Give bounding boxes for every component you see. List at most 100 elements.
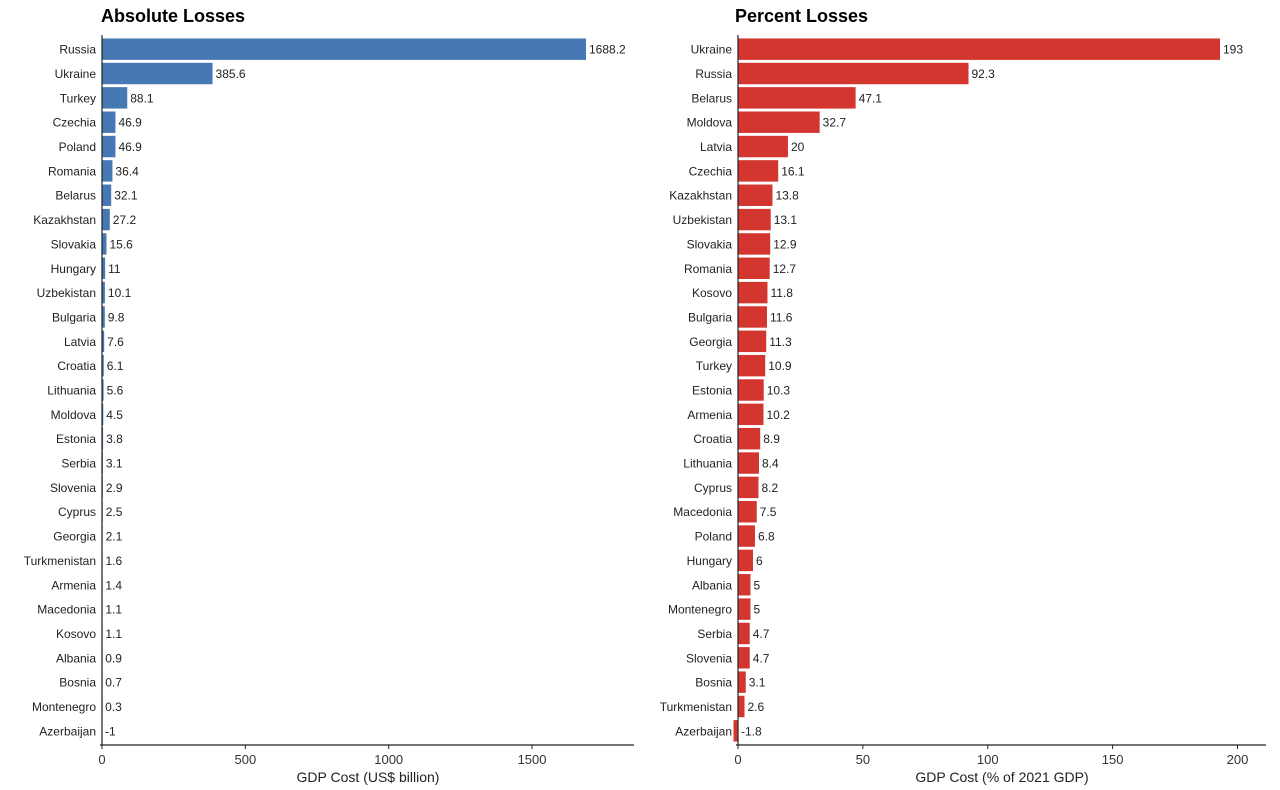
category-label: Georgia [53, 530, 96, 544]
data-label: -1 [105, 724, 116, 738]
bar [738, 233, 771, 255]
x-tick-label: 100 [977, 752, 999, 767]
bar [102, 403, 104, 426]
percent-losses-chart: Percent Losses Ukraine 193 Russia 92.3 Belar… [640, 0, 1280, 790]
data-label: 10.1 [108, 286, 132, 300]
x-tick-label: 0 [734, 752, 741, 767]
bar [738, 622, 750, 645]
category-label: Estonia [692, 384, 732, 398]
category-label: Poland [59, 140, 96, 154]
category-label: Croatia [693, 432, 732, 446]
category-label: Armenia [51, 578, 96, 592]
bar [738, 135, 788, 158]
data-label: 1688.2 [589, 43, 626, 57]
percent-losses-plot: Ukraine 193 Russia 92.3 Belarus 47.1 Moldova 32… [660, 35, 1266, 785]
x-axis-label: GDP Cost (% of 2021 GDP) [915, 769, 1088, 785]
category-label: Croatia [57, 359, 96, 373]
category-label: Czechia [53, 116, 97, 130]
category-label: Belarus [55, 189, 96, 203]
data-label: 15.6 [109, 237, 133, 251]
absolute-losses-plot: Russia 1688.2 Ukraine 385.6 Turkey 88.1 Czechi… [24, 35, 634, 785]
category-label: Kosovo [56, 627, 96, 641]
bar [738, 184, 773, 206]
data-label: 7.5 [760, 505, 777, 519]
category-label: Russia [59, 43, 96, 57]
bar [738, 160, 779, 182]
category-label: Russia [695, 67, 732, 81]
data-label: 6.8 [758, 530, 775, 544]
data-label: 10.9 [768, 359, 792, 373]
category-label: Montenegro [668, 603, 732, 617]
data-label: 11.3 [769, 335, 792, 349]
bar [738, 403, 764, 426]
data-label: 13.1 [774, 213, 798, 227]
category-label: Kazakhstan [33, 213, 96, 227]
category-label: Albania [56, 651, 96, 665]
x-tick-label: 1000 [374, 752, 403, 767]
data-label: 7.6 [107, 335, 124, 349]
bar [738, 62, 969, 85]
category-label: Bosnia [59, 676, 96, 690]
data-label: 3.1 [749, 676, 766, 690]
data-label: 20 [791, 140, 805, 154]
data-label: 92.3 [972, 67, 996, 81]
data-label: 2.6 [747, 700, 764, 714]
bar [733, 720, 738, 742]
bar [738, 574, 751, 596]
data-label: 47.1 [859, 91, 883, 105]
data-label: 27.2 [113, 213, 137, 227]
category-label: Lithuania [683, 457, 732, 471]
bar [738, 354, 766, 377]
bar [738, 501, 757, 523]
category-label: Ukraine [691, 43, 733, 57]
category-label: Serbia [697, 627, 732, 641]
bar [738, 452, 759, 474]
bar [738, 598, 751, 620]
absolute-losses-chart: Absolute Losses Russia 1688.2 Ukraine 385.6… [24, 6, 634, 785]
bar [102, 233, 107, 255]
data-label: 6.1 [107, 359, 124, 373]
bar [738, 549, 753, 572]
category-label: Cyprus [58, 505, 96, 519]
category-label: Bulgaria [688, 310, 732, 324]
category-label: Belarus [691, 91, 732, 105]
category-label: Azerbaijan [39, 724, 96, 738]
category-label: Bosnia [695, 676, 732, 690]
data-label: 11 [108, 262, 121, 276]
bar [738, 306, 767, 328]
data-label: 11.6 [770, 310, 793, 324]
bar [738, 476, 759, 499]
bar [102, 379, 104, 401]
data-label: 1.1 [105, 627, 122, 641]
bar [738, 330, 767, 353]
data-label: 193 [1223, 43, 1243, 57]
data-label: 46.9 [118, 140, 142, 154]
category-label: Slovakia [687, 237, 733, 251]
bar [738, 379, 764, 401]
bar [738, 281, 768, 304]
category-label: Cyprus [694, 481, 732, 495]
bar [738, 208, 771, 231]
bar [102, 87, 128, 109]
category-label: Montenegro [32, 700, 96, 714]
category-label: Turkey [696, 359, 732, 373]
category-label: Romania [48, 164, 96, 178]
category-label: Poland [695, 530, 732, 544]
category-label: Albania [692, 578, 732, 592]
data-label: 5.6 [107, 384, 124, 398]
bar [102, 306, 105, 328]
bar [738, 695, 745, 718]
bar [738, 257, 770, 279]
data-label: 5 [753, 578, 760, 592]
bar [102, 354, 104, 377]
chart-title: Percent Losses [735, 6, 869, 26]
category-label: Turkmenistan [660, 700, 732, 714]
x-tick-label: 50 [856, 752, 870, 767]
category-label: Serbia [61, 457, 96, 471]
category-label: Uzbekistan [37, 286, 96, 300]
data-label: 16.1 [781, 164, 805, 178]
category-label: Hungary [51, 262, 96, 276]
category-label: Armenia [687, 408, 732, 422]
data-label: 46.9 [118, 116, 142, 130]
bar [738, 427, 761, 450]
